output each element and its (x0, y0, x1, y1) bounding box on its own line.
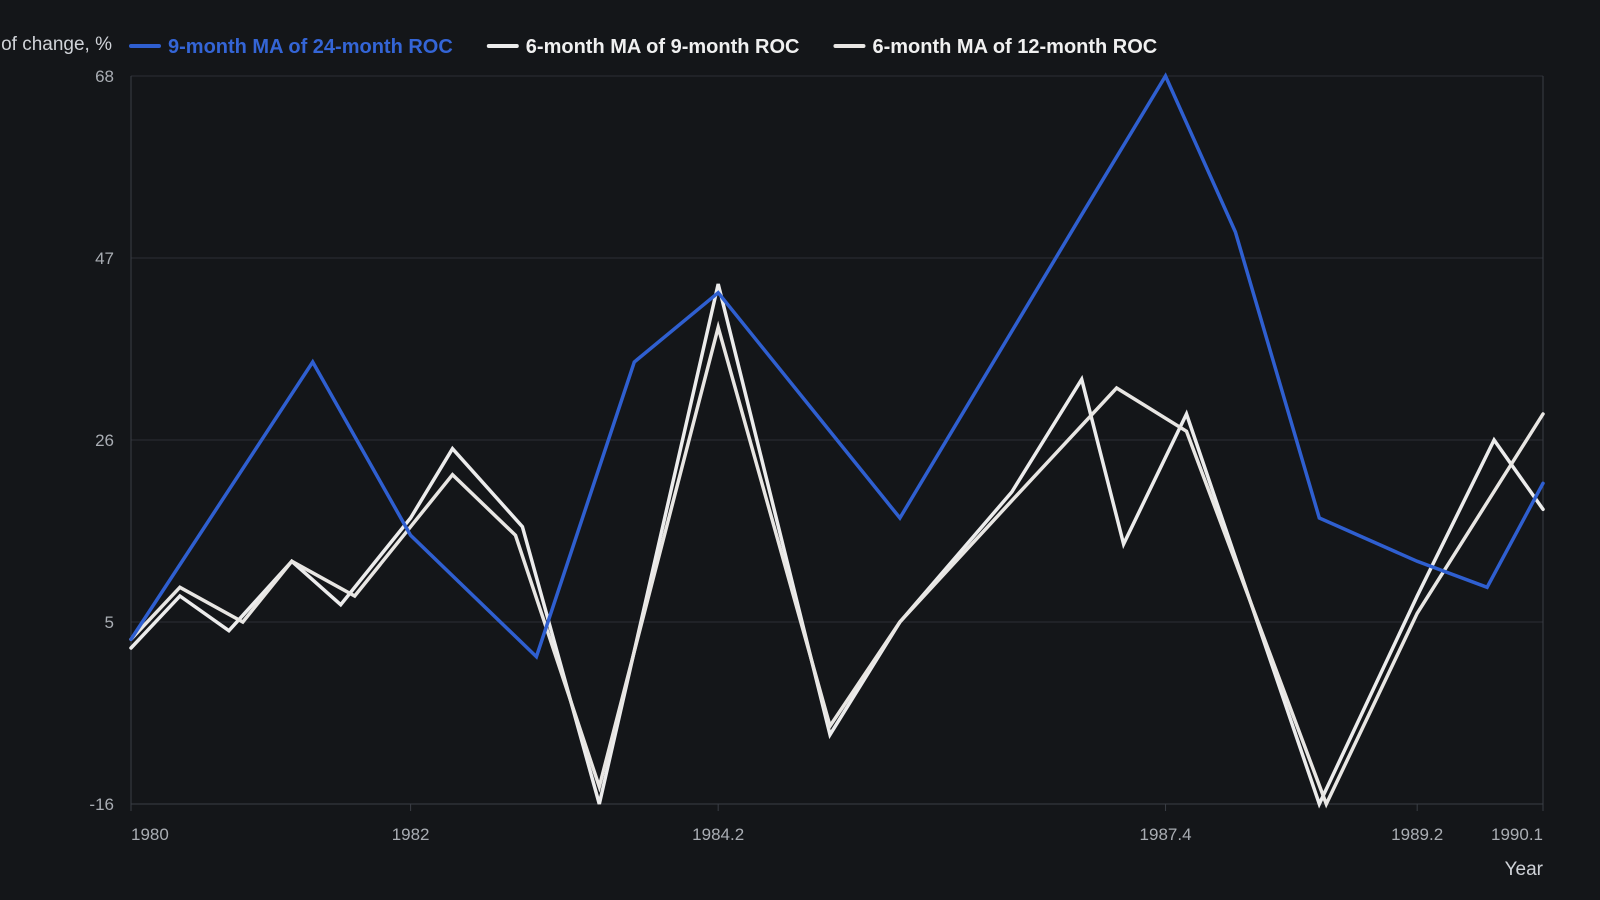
series-lines (129, 72, 1545, 809)
legend-item-3[interactable]: 6-month MA of 12-month ROC (833, 36, 1157, 58)
legend-label: 9-month MA of 24-month ROC (168, 36, 453, 58)
x-axis-title: Year (1505, 859, 1544, 880)
x-tick-label: 1982 (392, 825, 430, 844)
y-tick-label: 26 (95, 431, 114, 450)
x-tick-label: 1990.1 (1491, 825, 1543, 844)
x-tick-label: 1989.2 (1391, 825, 1443, 844)
series-line-3 (129, 320, 1545, 809)
y-tick-label: 5 (105, 613, 114, 632)
x-tick-label: 1980 (131, 825, 169, 844)
x-tick-label: 1987.4 (1140, 825, 1192, 844)
legend: 9-month MA of 24-month ROC 6-month MA of … (129, 36, 1157, 58)
legend-item-1[interactable]: 9-month MA of 24-month ROC (129, 36, 453, 58)
axes: -16 5 26 47 68 1980 1982 1984.2 1987.4 1989.2 1990… (89, 67, 1544, 844)
legend-item-2[interactable]: 6-month MA of 9-month ROC (486, 36, 800, 58)
series-line-1 (129, 72, 1545, 660)
x-tick-label: 1984.2 (692, 825, 744, 844)
y-tick-label: 47 (95, 249, 114, 268)
gridlines (131, 75, 1543, 623)
y-axis-title: of change, % (1, 34, 112, 55)
legend-label: 6-month MA of 12-month ROC (872, 36, 1157, 58)
legend-label: 6-month MA of 9-month ROC (526, 36, 800, 58)
y-tick-label: -16 (89, 795, 114, 814)
series-line-2 (129, 283, 1545, 809)
y-tick-label: 68 (95, 67, 114, 86)
